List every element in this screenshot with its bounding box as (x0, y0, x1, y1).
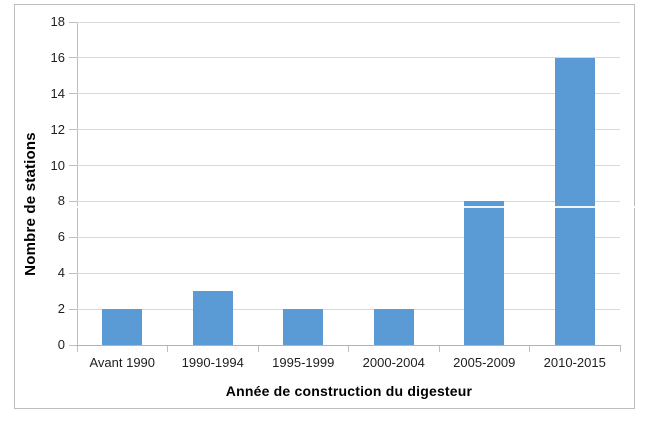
x-axis-title: Année de construction du digesteur (225, 383, 473, 399)
y-tick-label-0: 0 (57, 337, 65, 352)
bar-2010-2015 (554, 57, 595, 345)
y-tick-mark (69, 272, 77, 274)
y-tick-mark (69, 129, 77, 131)
x-tick-mark (257, 346, 259, 352)
gridline-y-6 (77, 236, 620, 238)
y-tick-mark (69, 344, 77, 346)
x-tick-label-2: 1995-1999 (272, 355, 335, 370)
x-tick-label-5: 2010-2015 (543, 355, 606, 370)
y-tick-mark (69, 200, 77, 202)
y-tick-mark (69, 21, 77, 23)
y-tick-label-8: 8 (57, 193, 65, 209)
y-tick-mark (69, 57, 77, 59)
bar-avant-1990 (102, 309, 143, 345)
x-tick-mark (438, 346, 440, 352)
bar-2000-2004 (373, 309, 414, 345)
x-tick-mark (619, 346, 621, 352)
y-tick-label-2: 2 (57, 301, 65, 317)
y-tick-label-16: 16 (50, 49, 65, 65)
gridline-y-10 (77, 165, 620, 167)
x-axis-line (77, 345, 621, 346)
y-tick-label-10: 10 (50, 157, 65, 173)
x-tick-label-4: 2005-2009 (453, 355, 516, 370)
x-tick-label-1: 1990-1994 (181, 355, 244, 370)
x-tick-label-3: 2000-2004 (362, 355, 425, 370)
bar-2005-2009 (464, 201, 505, 345)
y-tick-mark (69, 308, 77, 310)
y-axis-title: Nombre de stations (22, 132, 39, 276)
x-tick-mark (348, 346, 349, 352)
gridline-y-14 (77, 93, 620, 95)
image-stitch-artifact-line (77, 206, 639, 208)
gridline-y-8 (77, 200, 620, 202)
y-tick-mark (69, 236, 77, 238)
gridline-y-12 (77, 129, 620, 131)
y-tick-label-12: 12 (50, 121, 65, 137)
x-tick-label-0: Avant 1990 (89, 355, 156, 370)
y-tick-label-14: 14 (50, 85, 65, 101)
y-tick-label-18: 18 (50, 14, 65, 29)
x-tick-mark (76, 346, 78, 352)
x-tick-mark (167, 346, 168, 352)
bar-1990-1994 (192, 291, 233, 345)
plot-area (77, 21, 620, 345)
gridline-y-4 (77, 272, 620, 274)
y-tick-mark (69, 93, 77, 95)
gridline-y-18 (77, 21, 620, 23)
x-tick-mark (529, 346, 530, 352)
chart-frame: 0 2 4 6 8 10 12 14 16 18 Avant 1990 1990-1994 1995-1… (14, 4, 639, 409)
y-tick-label-4: 4 (57, 265, 65, 281)
y-axis-line (77, 22, 78, 345)
gridline-y-2 (77, 308, 620, 310)
y-tick-mark (69, 165, 77, 167)
y-tick-label-6: 6 (57, 229, 65, 245)
bar-1995-1999 (283, 309, 324, 345)
gridline-y-16 (77, 57, 620, 59)
